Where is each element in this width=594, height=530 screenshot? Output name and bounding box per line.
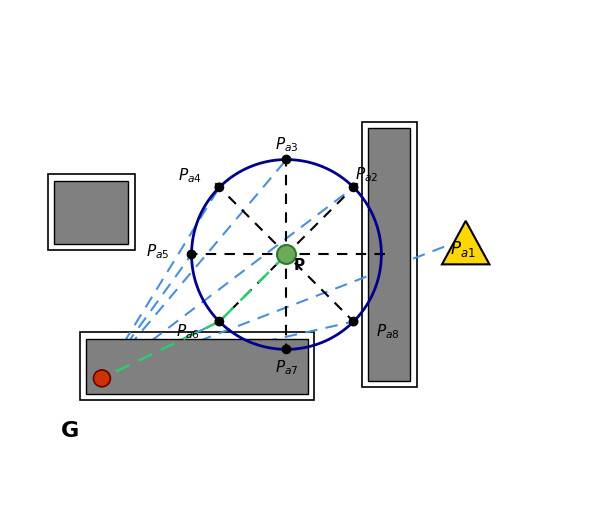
- Text: $P_{a2}$: $P_{a2}$: [355, 165, 378, 183]
- Circle shape: [277, 245, 296, 264]
- Bar: [362, 121, 416, 387]
- Circle shape: [93, 370, 110, 387]
- Circle shape: [282, 345, 290, 354]
- Text: $P_{a4}$: $P_{a4}$: [178, 166, 203, 185]
- Bar: [86, 339, 308, 394]
- Polygon shape: [442, 221, 489, 264]
- Bar: [55, 181, 128, 244]
- Text: $P_{a8}$: $P_{a8}$: [376, 323, 400, 341]
- Text: $P_{a3}$: $P_{a3}$: [274, 136, 298, 154]
- Text: $P_{a6}$: $P_{a6}$: [176, 323, 200, 341]
- Text: G: G: [61, 421, 80, 441]
- Circle shape: [215, 183, 223, 191]
- Circle shape: [282, 155, 290, 164]
- Circle shape: [187, 250, 196, 259]
- Circle shape: [349, 183, 358, 191]
- Bar: [368, 128, 410, 381]
- Text: $P_{a5}$: $P_{a5}$: [146, 242, 169, 261]
- Text: $P_{a7}$: $P_{a7}$: [274, 358, 298, 377]
- Text: $P_{a1}$: $P_{a1}$: [450, 239, 476, 259]
- Bar: [48, 174, 135, 250]
- Circle shape: [215, 317, 223, 326]
- Bar: [80, 332, 314, 401]
- Text: P: P: [294, 258, 305, 272]
- Circle shape: [349, 317, 358, 326]
